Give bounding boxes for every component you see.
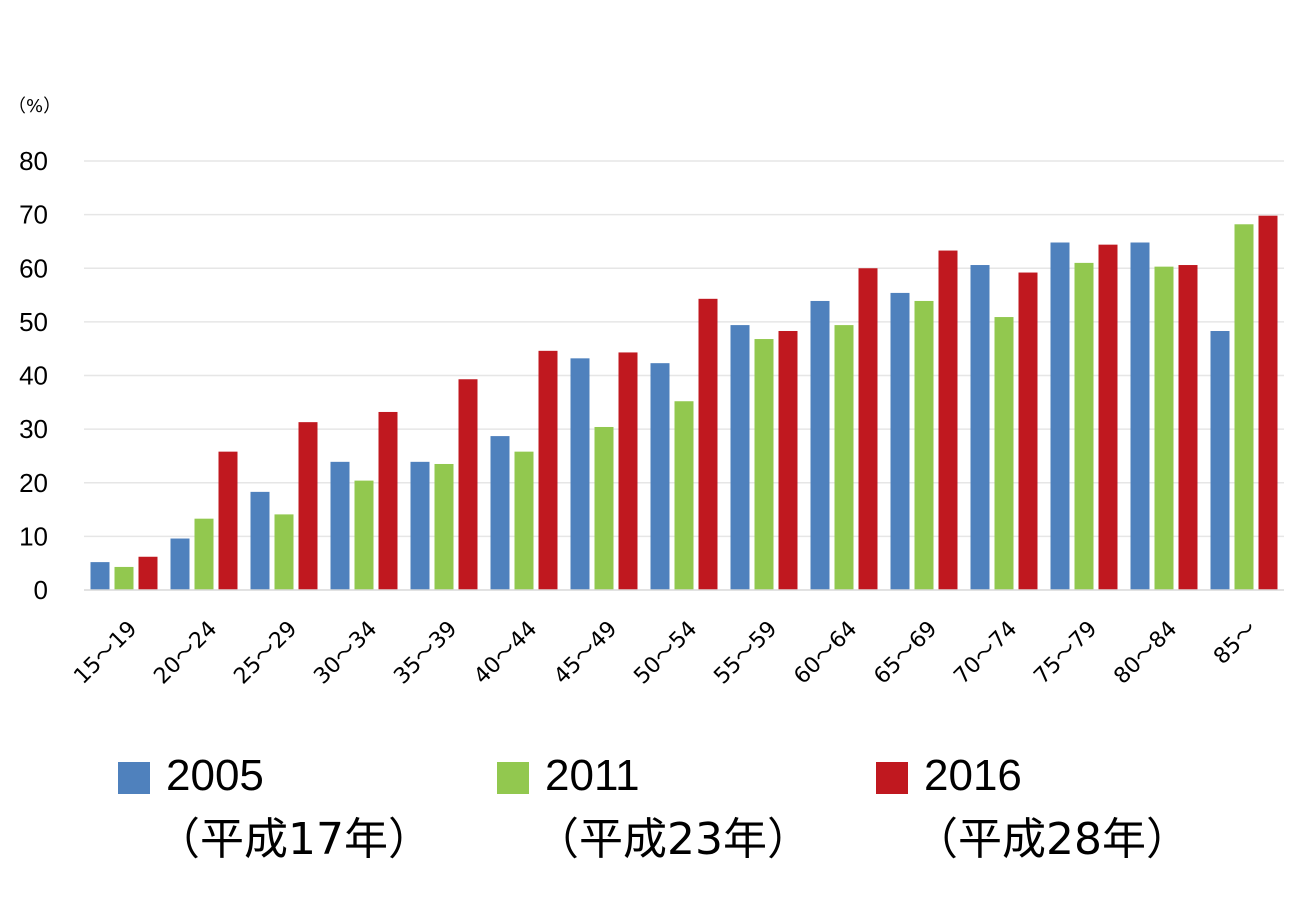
y-tick-label: 60 [19,253,48,283]
x-tick-label: 75～79 [1029,617,1102,690]
bar-2011-12 [1074,262,1094,590]
bar-2005-2 [250,491,270,590]
bar-2016-9 [858,268,878,590]
bar-2011-13 [1154,266,1174,590]
x-tick-label: 30～34 [309,617,382,690]
bar-2005-13 [1130,242,1150,590]
bar-2016-7 [698,298,718,590]
bar-2011-7 [674,401,694,590]
x-tick-label: 85～ [1209,617,1262,670]
x-tick-label: 70～74 [949,617,1022,690]
legend-era-2016: （平成28年） [914,814,1190,865]
x-tick-label: 15～19 [69,617,142,690]
legend-era-2005: （平成17年） [156,814,432,865]
bar-2005-12 [1050,242,1070,590]
bar-2016-8 [778,330,798,590]
legend-label-2016: 2016 [924,751,1022,800]
y-axis-ticks: 0 10 20 30 40 50 60 70 80 [19,146,48,605]
y-tick-label: 10 [19,521,48,551]
bar-2005-11 [970,265,990,590]
bar-2011-5 [514,451,534,590]
bar-2016-13 [1178,265,1198,590]
bar-2011-6 [594,426,614,590]
bar-2016-6 [618,352,638,590]
x-tick-label: 50～54 [629,617,702,690]
x-tick-label: 40～44 [469,617,542,690]
legend-swatch-2005 [118,762,150,794]
legend-label-2011: 2011 [545,751,640,800]
bar-2005-6 [570,358,590,590]
y-tick-label: 30 [19,414,48,444]
bar-2005-10 [890,292,910,590]
y-unit-label: （%） [8,96,61,117]
legend-swatch-2011 [497,762,529,794]
bar-2011-1 [194,518,214,590]
x-tick-label: 35～39 [389,617,462,690]
y-tick-label: 70 [19,200,48,230]
y-tick-label: 0 [34,575,48,605]
x-tick-label: 55～59 [709,617,782,690]
bar-2016-0 [138,556,158,590]
bar-2011-3 [354,480,374,590]
x-tick-label: 25～29 [229,617,302,690]
legend-era-2011: （平成23年） [535,814,811,865]
bar-2016-5 [538,350,558,590]
x-tick-label: 60～64 [789,617,862,690]
bar-2011-9 [834,325,854,590]
x-tick-label: 20～24 [149,617,222,690]
bar-2011-10 [914,300,934,590]
bar-2005-9 [810,300,830,590]
bar-2005-14 [1210,330,1230,590]
bar-2005-4 [410,461,430,590]
bar-2016-11 [1018,272,1038,590]
bar-2011-11 [994,317,1014,590]
x-tick-label: 65～69 [869,617,942,690]
bar-2011-8 [754,339,774,590]
bars [90,215,1278,590]
bar-2011-14 [1234,224,1254,590]
bar-2005-5 [490,436,510,590]
bar-2016-10 [938,250,958,590]
legend: 2005 （平成17年） 2011 （平成23年） 2016 （平成28年） [0,750,1307,890]
bar-2016-3 [378,411,398,590]
x-axis-ticks: 15～19 20～24 25～29 30～34 35～39 40～44 45～49 50～54… [69,617,1262,690]
bar-2016-2 [298,422,318,590]
bar-2005-3 [330,461,350,590]
bar-2011-4 [434,463,454,590]
x-tick-label: 45～49 [549,617,622,690]
y-tick-label: 20 [19,468,48,498]
legend-label-2005: 2005 [166,751,264,800]
bar-2005-1 [170,538,190,590]
bar-2005-8 [730,325,750,590]
bar-2005-7 [650,363,670,590]
bar-2016-14 [1258,215,1278,590]
bar-2011-0 [114,566,134,590]
y-tick-label: 40 [19,361,48,391]
y-tick-label: 80 [19,146,48,176]
bar-2016-12 [1098,244,1118,590]
bar-2016-4 [458,379,478,590]
bar-2016-1 [218,451,238,590]
bar-2011-2 [274,514,294,590]
x-tick-label: 80～84 [1109,617,1182,690]
bar-2005-0 [90,562,110,590]
y-tick-label: 50 [19,307,48,337]
bar-chart: （%） 0 10 20 30 40 50 60 70 80 15～19 20～24 25～29 30～… [8,96,1284,690]
legend-swatch-2016 [876,762,908,794]
